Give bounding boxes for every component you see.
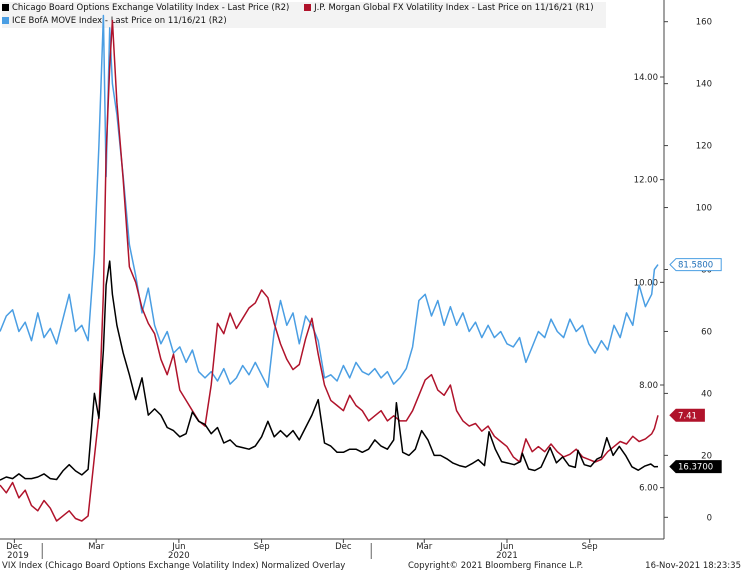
x-month-label: Dec [6, 542, 23, 552]
legend-row-1: Chicago Board Options Exchange Volatilit… [2, 2, 606, 15]
legend-swatch-vix [2, 4, 9, 11]
x-year-label: 2019 [7, 551, 29, 561]
series-line-vix [0, 260, 659, 481]
r2-tick-label: 120 [696, 142, 712, 152]
r1-tick-label: 6.00 [639, 484, 658, 494]
r2-tick-label: 160 [696, 18, 712, 28]
x-month-label: Mar [416, 542, 433, 552]
legend-item-vix: Chicago Board Options Exchange Volatilit… [2, 2, 289, 15]
r2-tick-label: 60 [701, 327, 712, 337]
x-month-label: Mar [88, 542, 105, 552]
legend-item-jpm-fx: J.P. Morgan Global FX Volatility Index -… [304, 2, 594, 15]
legend-swatch-jpm-fx [304, 4, 312, 11]
legend-label-vix: Chicago Board Options Exchange Volatilit… [12, 3, 290, 13]
chart-footer: VIX Index (Chicago Board Options Exchang… [0, 559, 743, 573]
series-line-move [0, 14, 659, 388]
legend-item-move: ICE BofA MOVE Index - Last Price on 11/1… [2, 15, 227, 28]
r2-tick-label: 140 [696, 80, 712, 90]
last-value-flag [669, 258, 722, 272]
x-year-label: 2021 [496, 551, 518, 561]
x-month-label: Dec [335, 542, 352, 552]
last-value-flag [669, 460, 722, 474]
x-month-label: Jun [499, 542, 513, 552]
footer-timestamp: 16-Nov-2021 18:23:35 [645, 561, 741, 571]
legend-swatch-move [2, 17, 9, 24]
legend-row-2: ICE BofA MOVE Index - Last Price on 11/1… [2, 15, 606, 28]
r1-tick-label: 10.00 [634, 278, 658, 288]
x-year-label: 2020 [168, 551, 190, 561]
r2-tick-label: 40 [701, 389, 712, 399]
footer-copyright: Copyright© 2021 Bloomberg Finance L.P. [408, 561, 584, 571]
footer-description: VIX Index (Chicago Board Options Exchang… [2, 561, 346, 571]
r1-tick-label: 12.00 [634, 176, 658, 186]
r1-tick-label: 8.00 [639, 381, 658, 391]
last-value-label: 81.5800 [678, 261, 713, 271]
x-month-label: Sep [254, 542, 270, 552]
r1-tick-label: 14.00 [634, 73, 658, 83]
x-month-label: Jun [171, 542, 185, 552]
r2-tick-label: 0 [707, 513, 712, 523]
last-value-label: 16.3700 [678, 463, 713, 473]
last-value-flag [669, 408, 705, 422]
legend-label-move: ICE BofA MOVE Index - Last Price on 11/1… [12, 16, 227, 26]
last-value-label: 7.41 [678, 411, 697, 421]
legend-label-jpm-fx: J.P. Morgan Global FX Volatility Index -… [314, 3, 594, 13]
r2-tick-label: 20 [701, 451, 712, 461]
series-line-jpm-fx [0, 19, 659, 522]
r2-tick-label: 100 [696, 204, 712, 214]
x-month-label: Sep [582, 542, 598, 552]
